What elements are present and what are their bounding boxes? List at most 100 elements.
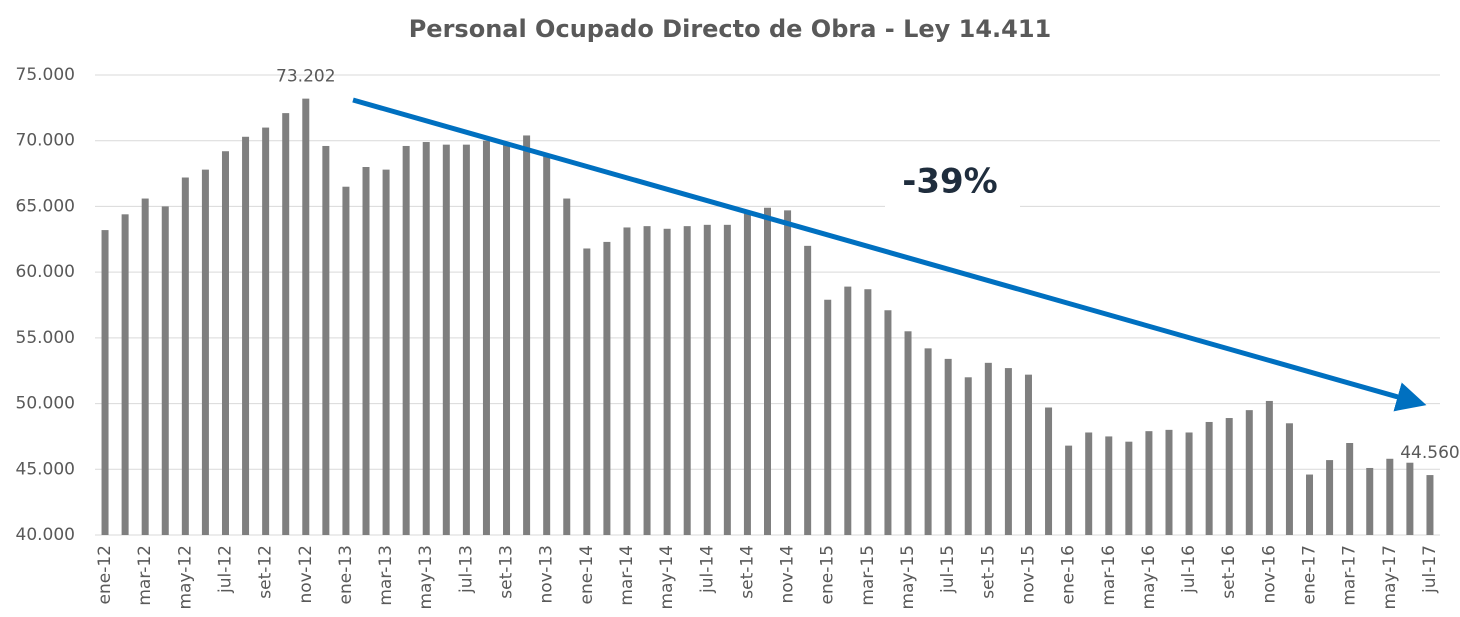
x-tick-label: ene-12 <box>95 545 115 604</box>
bar <box>1366 467 1374 535</box>
x-tick-label: may-16 <box>1139 545 1159 610</box>
bar <box>1085 432 1093 535</box>
bar <box>944 358 952 535</box>
bar <box>824 299 832 535</box>
x-tick-label: mar-13 <box>376 545 396 606</box>
bar <box>1065 445 1073 535</box>
x-tick-label: mar-14 <box>617 545 637 606</box>
y-tick-label: 55.000 <box>16 328 75 348</box>
x-tick-label: mar-17 <box>1340 545 1360 606</box>
bar <box>764 207 771 535</box>
bar <box>181 177 189 535</box>
bar <box>723 224 731 536</box>
bar <box>1105 436 1113 535</box>
bar <box>1045 407 1053 535</box>
bar <box>1285 423 1293 535</box>
bar <box>964 377 972 535</box>
y-tick-label: 70.000 <box>16 131 75 151</box>
y-tick-label: 45.000 <box>16 459 75 479</box>
bar <box>1306 474 1314 535</box>
bar <box>482 140 490 535</box>
y-tick-label: 50.000 <box>16 394 75 414</box>
bar <box>342 186 350 535</box>
x-tick-label: ene-14 <box>577 545 597 604</box>
y-tick-label: 65.000 <box>16 196 75 216</box>
bar <box>442 144 450 535</box>
x-tick-label: ene-15 <box>818 545 838 604</box>
data-label: 44.560 <box>1400 443 1459 463</box>
bar <box>583 248 591 535</box>
bar <box>362 167 370 535</box>
bar <box>924 348 932 535</box>
bar <box>1165 429 1173 535</box>
x-tick-label: nov-12 <box>296 545 316 604</box>
bar <box>804 245 812 535</box>
bar <box>904 331 912 535</box>
x-tick-label: jul-12 <box>215 545 235 594</box>
x-tick-label: mar-12 <box>135 545 155 606</box>
bar <box>523 135 531 535</box>
bar <box>1004 368 1012 535</box>
x-tick-label: set-15 <box>978 545 998 599</box>
bar <box>603 241 611 535</box>
bar <box>884 310 892 535</box>
bar <box>784 210 792 535</box>
bar <box>201 169 209 535</box>
x-tick-label: nov-15 <box>1018 545 1038 604</box>
x-tick-label: may-15 <box>898 545 918 610</box>
bar <box>743 213 751 535</box>
bar <box>1346 443 1354 535</box>
bar <box>663 228 671 535</box>
bar <box>503 144 511 535</box>
bar <box>563 198 571 536</box>
x-tick-label: jul-14 <box>697 545 717 594</box>
y-tick-label: 75.000 <box>16 65 75 85</box>
x-tick-label: set-16 <box>1219 545 1239 599</box>
x-tick-label: nov-14 <box>778 545 798 604</box>
trend-arrow <box>352 97 1427 412</box>
annotation-box <box>885 155 1020 210</box>
bar <box>1125 441 1133 535</box>
bar <box>864 289 872 535</box>
x-tick-label: jul-15 <box>938 545 958 594</box>
x-tick-label: may-14 <box>657 545 677 610</box>
bar <box>1426 475 1434 535</box>
bar <box>221 151 229 535</box>
bar <box>141 198 149 536</box>
x-tick-label: may-13 <box>416 545 436 610</box>
x-tick-label: set-13 <box>497 545 517 599</box>
data-label: 73.202 <box>276 67 335 87</box>
x-tick-label: set-14 <box>737 545 757 599</box>
bar <box>1406 462 1414 535</box>
bar <box>302 98 310 535</box>
bar <box>462 144 470 535</box>
annotation: -39% <box>902 162 998 202</box>
bar <box>242 136 250 535</box>
bar <box>1205 421 1213 535</box>
y-tick-label: 40.000 <box>16 525 75 545</box>
bar <box>382 169 390 535</box>
bar <box>121 214 129 536</box>
bar <box>643 226 651 535</box>
x-tick-label: set-12 <box>256 545 276 599</box>
bar <box>1024 374 1032 535</box>
bar <box>282 113 290 535</box>
bar <box>1265 400 1273 535</box>
bar <box>402 145 410 535</box>
x-tick-label: jul-13 <box>456 545 476 594</box>
x-tick-label: mar-16 <box>1099 545 1119 606</box>
x-tick-label: nov-13 <box>537 545 557 604</box>
bar <box>683 226 691 535</box>
bar <box>161 206 169 535</box>
y-tick-label: 60.000 <box>16 262 75 282</box>
bar <box>844 286 852 535</box>
bar <box>322 145 330 535</box>
bar <box>1145 431 1153 535</box>
bar <box>1386 458 1394 535</box>
bar <box>262 127 270 536</box>
x-tick-label: mar-15 <box>858 545 878 606</box>
bar <box>984 362 992 535</box>
x-tick-label: ene-17 <box>1300 545 1320 604</box>
x-tick-label: ene-16 <box>1059 545 1079 604</box>
